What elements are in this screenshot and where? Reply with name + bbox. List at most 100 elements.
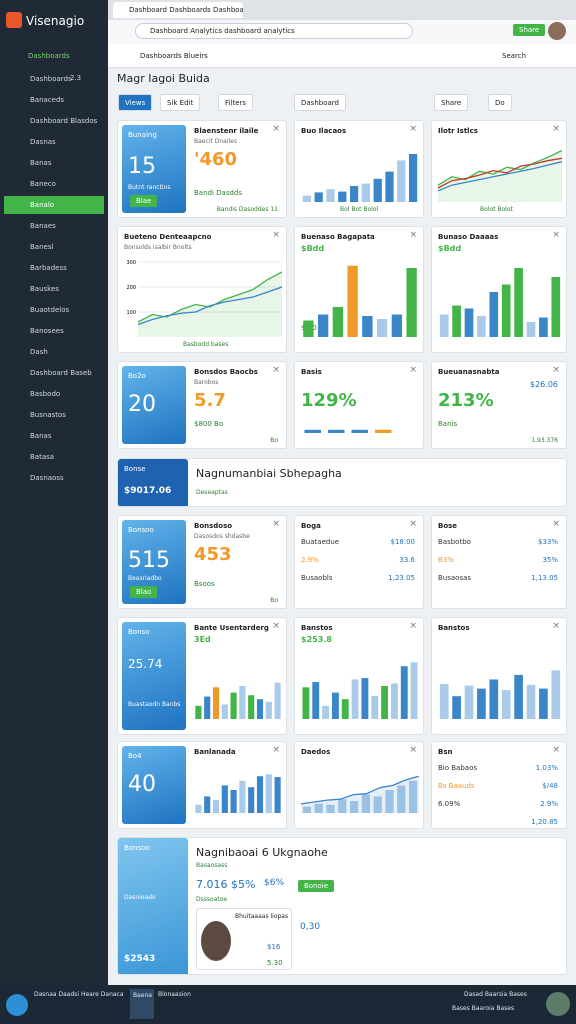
bar — [338, 191, 347, 202]
widget-title: Ilotr Istlcs — [438, 127, 478, 135]
widget: × Bunaso Daaaas $Bdd — [431, 226, 567, 353]
page-title: Magr Iagoi Buida — [117, 72, 210, 85]
widget-value: 453 — [194, 544, 232, 565]
taskbar-app[interactable]: Blonaasion — [158, 991, 191, 998]
nav-item[interactable]: Banas — [30, 432, 52, 440]
chart — [300, 775, 420, 813]
toolbar-tab[interactable]: Share — [434, 94, 469, 111]
bar — [551, 670, 561, 719]
bar — [439, 684, 449, 719]
tile-label: Bonsoo — [124, 844, 150, 852]
nav-item[interactable]: Buaotdelos — [30, 306, 70, 314]
breadcrumb: Dashboards Blueirs — [140, 52, 208, 60]
bar — [314, 192, 323, 202]
area — [438, 150, 562, 202]
kpi-tile: Bonsoo 515 Beasriadbo Blao — [122, 520, 186, 604]
bar — [489, 292, 499, 337]
nav-item[interactable]: Dashboard Baseb — [30, 369, 92, 377]
nav-item[interactable]: Banalo — [4, 196, 104, 214]
banner-sub: Deseaptas — [196, 489, 228, 496]
nav-item[interactable]: Busnastos — [30, 411, 66, 419]
count: 2.3 — [70, 74, 82, 82]
nav-item[interactable]: Bauskes — [30, 285, 59, 293]
close-icon: × — [272, 621, 280, 631]
tile-button[interactable]: Blae — [130, 195, 158, 207]
widget-foot: Basbodd bases — [183, 341, 229, 348]
nav-item[interactable]: Banosees — [30, 327, 64, 335]
nav-item[interactable]: Banas — [30, 159, 52, 167]
list-cell: Busaosas — [438, 574, 472, 582]
widget: × Bo4 40 Banlanada — [117, 741, 287, 829]
chart-area — [436, 638, 562, 724]
list-cell: 1,13.05 — [531, 574, 558, 582]
bar — [501, 690, 511, 719]
nav-item[interactable]: Dashboards — [30, 75, 72, 83]
nav-item[interactable]: Dash — [30, 348, 48, 356]
bar — [326, 189, 335, 202]
clock-date: Bases Baaroia Bases — [452, 1005, 515, 1012]
tile-value: $9017.06 — [124, 486, 172, 496]
nav-item[interactable]: Banaes — [30, 222, 56, 230]
nav-item[interactable]: Batasa — [30, 453, 55, 461]
tile-value: $2543 — [124, 954, 156, 964]
bar — [408, 780, 418, 813]
close-icon: × — [552, 365, 560, 375]
bar — [304, 429, 321, 433]
widget-title: Buenaso Bagapata — [301, 233, 375, 241]
avatar — [201, 921, 231, 961]
toolbar-tab[interactable]: Sik Edit — [160, 94, 201, 111]
bar — [230, 692, 237, 719]
nav-item[interactable]: Basbodo — [30, 390, 61, 398]
widget: ×Buenaso Bagapata$Bdd$6/0 — [294, 226, 424, 353]
avatar[interactable] — [548, 22, 566, 40]
tile-label: Bo2o — [128, 372, 146, 380]
bar — [397, 160, 406, 202]
bar — [317, 314, 329, 337]
bar — [539, 688, 548, 719]
toolbar-tab[interactable]: Views — [118, 94, 153, 111]
banner: Bonse $9017.06 Nagnumanbiai Sbhepagha Desea… — [117, 458, 567, 507]
bar — [400, 666, 408, 719]
line — [437, 161, 563, 192]
banner-button[interactable]: Bonoie — [298, 880, 335, 892]
nav-item[interactable]: Dasnaoss — [30, 474, 64, 482]
list-cell: 35% — [542, 556, 558, 564]
tile-button[interactable]: Blao — [130, 586, 158, 598]
tile-value: 20 — [128, 392, 156, 418]
chart-area — [299, 141, 419, 207]
search[interactable]: Search — [502, 52, 527, 60]
tile-label: Bunalng — [128, 131, 157, 139]
line — [137, 271, 283, 323]
chart — [439, 670, 561, 719]
toolbar-tab[interactable]: Dashboard — [294, 94, 346, 111]
bar — [390, 683, 398, 719]
banner-value: 7.016 $5% — [196, 878, 256, 891]
widget-sub: Dasosdos shdasbe — [194, 533, 250, 540]
nav-item[interactable]: Banaceds — [30, 96, 65, 104]
list-cell: $/48 — [542, 782, 558, 790]
banner: Bonsoo Dasnioado $2543 Nagnibaoai 6 Ukgnaoh… — [117, 837, 567, 975]
widget: × Banstos — [431, 617, 567, 735]
taskbar: Dasnaa Daadsi Heare Danaca Baena Blonaas… — [0, 985, 576, 1024]
nav-item[interactable]: Dashboard Blasdos — [30, 117, 98, 125]
taskbar-app[interactable]: Baena — [130, 989, 154, 1019]
chart — [302, 662, 418, 719]
nav-item[interactable]: Baneco — [30, 180, 56, 188]
browser-tab[interactable]: Dashboard Dashboards Dashboard — [113, 2, 243, 18]
banner-note: Dsssoatoe — [196, 896, 228, 903]
bar — [539, 317, 548, 337]
nav-item[interactable]: Barbadess — [30, 264, 67, 272]
address-bar[interactable]: Dashboard Analytics dashboard analytics — [135, 23, 413, 39]
share-button[interactable]: Share — [513, 24, 546, 36]
toolbar-tab[interactable]: Do — [488, 94, 512, 111]
chart — [437, 149, 563, 202]
toolbar-tab[interactable]: Filters — [218, 94, 253, 111]
widget: × Buo Ilacaos Bol Bot Bolol — [294, 120, 424, 218]
home-link[interactable]: Dashboards — [28, 52, 70, 60]
bar — [347, 265, 358, 337]
nav-item[interactable]: Dasnas — [30, 138, 56, 146]
chart-area — [299, 762, 420, 818]
bar — [408, 154, 418, 202]
nav-item[interactable]: Banesl — [30, 243, 54, 251]
widget: × Daedos — [294, 741, 424, 829]
